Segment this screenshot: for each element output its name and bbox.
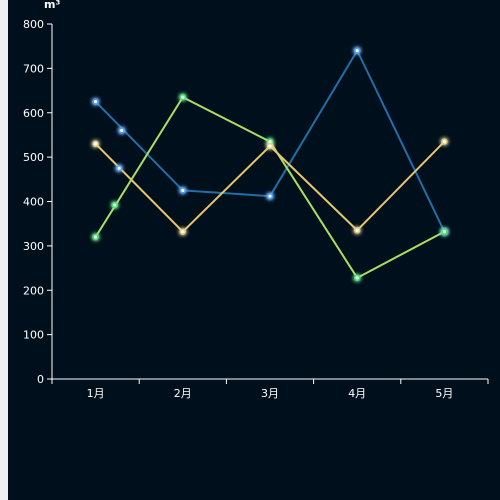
data-point-s1-core [94, 100, 98, 104]
x-tick-label: 4月 [348, 387, 366, 400]
data-point-s3-core [442, 139, 446, 144]
data-point-s2 [179, 94, 186, 101]
data-point-s3 [179, 228, 186, 235]
data-point-s2 [354, 274, 361, 282]
y-tick-label: 800 [23, 18, 44, 31]
data-point-s2-core [268, 139, 272, 144]
y-tick-label: 400 [23, 196, 44, 209]
data-point-s2-core [94, 235, 98, 239]
data-point-s2-extra [111, 201, 118, 209]
data-point-s1 [266, 192, 274, 200]
data-point-s3-core [355, 228, 359, 232]
data-point-s1-extra-core [117, 166, 121, 170]
y-tick-label: 300 [23, 240, 44, 253]
data-point-s2-core [355, 276, 359, 280]
y-tick-label: 600 [23, 107, 44, 120]
data-point-s3 [354, 227, 361, 234]
y-tick-label: 700 [23, 62, 44, 75]
data-point-s2-extra-core [113, 203, 117, 207]
data-point-s1-core [355, 49, 359, 53]
y-tick-label: 100 [23, 329, 44, 342]
y-tick-label: 0 [37, 373, 44, 386]
data-point-s1-extra [115, 165, 123, 172]
data-point-s1 [92, 98, 99, 105]
data-point-s1 [179, 187, 186, 194]
x-tick-label: 5月 [435, 387, 453, 400]
y-unit-label: m³ [44, 0, 60, 11]
x-tick-label: 2月 [174, 387, 192, 400]
data-point-s1 [354, 47, 361, 54]
data-point-s1-extra [118, 127, 125, 134]
series-markers [92, 47, 448, 282]
y-tick-label: 200 [23, 284, 44, 297]
data-point-s1-core [268, 194, 272, 198]
data-point-s2-core [442, 230, 446, 234]
data-point-s3-core [94, 142, 98, 146]
data-point-s1-core [181, 188, 185, 193]
data-point-s1-extra-core [120, 128, 124, 133]
chart-panel: 0 100 200 300 400 500 600 700 800 m³ 1月 2月 3月 4月 5月 [8, 0, 500, 500]
data-point-s3-core [181, 230, 185, 234]
y-tick-label: 500 [23, 151, 44, 164]
data-point-s3-core [268, 144, 272, 148]
data-point-s3 [92, 140, 99, 148]
data-point-s3 [266, 142, 274, 150]
series-lines [94, 49, 446, 279]
x-tick-label: 1月 [87, 387, 105, 400]
data-point-s2-core [181, 95, 185, 99]
data-point-s2 [441, 228, 448, 235]
data-point-s2 [92, 233, 99, 241]
data-point-s3 [441, 138, 448, 145]
data-point-s2 [266, 138, 274, 145]
x-tick-label: 3月 [261, 387, 279, 400]
